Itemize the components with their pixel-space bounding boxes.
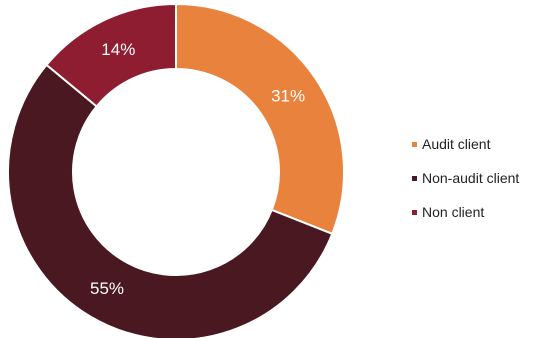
slice-non-client	[45, 2, 177, 108]
slice-label-audit-client: 31%	[271, 86, 305, 105]
legend-label-audit-client: Audit client	[422, 136, 491, 152]
slice-label-non-audit-client: 55%	[90, 279, 124, 298]
legend-item-non-client: Non client	[412, 201, 519, 223]
legend-label-non-client: Non client	[422, 204, 485, 220]
legend-label-non-audit-client: Non-audit client	[422, 170, 520, 186]
legend-swatch-non-client	[412, 209, 417, 215]
legend-item-non-audit-client: Non-audit client	[412, 167, 519, 189]
legend-item-audit-client: Audit client	[412, 133, 519, 155]
slice-audit-client	[175, 2, 345, 236]
slice-label-non-client: 14%	[101, 40, 135, 59]
slice-labels: 31% 55% 14%	[90, 40, 305, 298]
legend: Audit client Non-audit client Non client	[412, 133, 519, 235]
legend-swatch-audit-client	[412, 141, 417, 147]
donut-slices	[7, 2, 345, 338]
legend-swatch-non-audit-client	[412, 175, 417, 181]
